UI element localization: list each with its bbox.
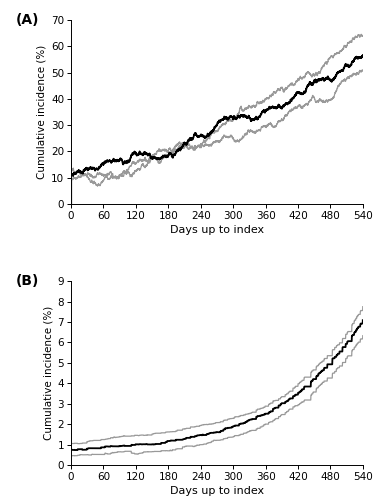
Text: (B): (B) xyxy=(16,274,39,288)
Text: (A): (A) xyxy=(16,12,39,26)
X-axis label: Days up to index: Days up to index xyxy=(170,225,264,235)
Y-axis label: Cumulative incidence (%): Cumulative incidence (%) xyxy=(37,45,47,179)
X-axis label: Days up to index: Days up to index xyxy=(170,486,264,496)
Y-axis label: Cumulative incidence (%): Cumulative incidence (%) xyxy=(43,306,53,440)
